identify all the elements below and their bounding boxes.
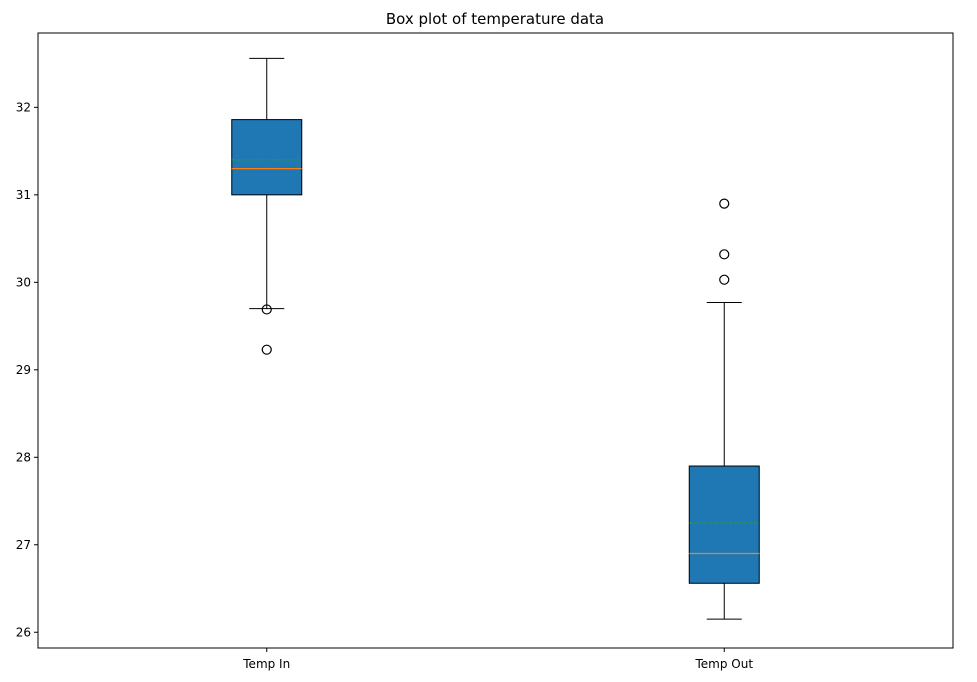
- outlier-point: [719, 198, 730, 209]
- box-1: [688, 465, 760, 584]
- y-tick-label: 30: [16, 275, 31, 289]
- x-tick-label: Temp Out: [694, 657, 753, 671]
- chart-title: Box plot of temperature data: [386, 10, 604, 28]
- y-tick-label: 28: [16, 450, 31, 464]
- outlier-point: [261, 304, 272, 315]
- outlier-point: [719, 249, 730, 260]
- box-0: [231, 119, 303, 196]
- y-tick-label: 32: [16, 100, 31, 114]
- y-tick-label: 26: [16, 625, 31, 639]
- outlier-point: [261, 344, 272, 355]
- outlier-point: [719, 274, 730, 285]
- y-tick-label: 29: [16, 363, 31, 377]
- y-tick-label: 31: [16, 188, 31, 202]
- y-tick-label: 27: [16, 538, 31, 552]
- x-tick-label: Temp In: [242, 657, 290, 671]
- plot-frame: [37, 32, 954, 649]
